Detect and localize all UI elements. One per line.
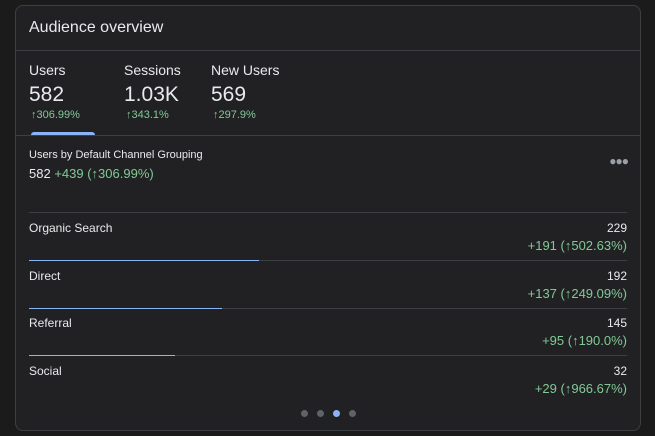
metric-change: ↑306.99% — [31, 109, 80, 121]
page-dot[interactable] — [332, 410, 340, 417]
metric-name[interactable]: Sessions — [124, 62, 181, 78]
channel-label: Social — [29, 364, 62, 379]
page-dot[interactable] — [300, 410, 308, 417]
divider — [16, 135, 640, 136]
metric-name[interactable]: New Users — [211, 62, 280, 78]
metric-name[interactable]: Users — [29, 62, 66, 78]
channel-change: +29 (↑966.67%) — [534, 381, 627, 397]
divider — [29, 212, 627, 213]
channel-label: Direct — [29, 268, 61, 283]
breakdown-change: +439 (↑306.99%) — [54, 166, 154, 181]
channel-change: +191 (↑502.63%) — [527, 238, 627, 253]
breakdown-title: Users by Default Channel Grouping — [29, 149, 203, 161]
row-separator — [29, 307, 627, 309]
page-dot[interactable] — [316, 410, 324, 417]
metric-value: 1.03K — [124, 83, 179, 106]
channel-change: +137 (↑249.09%) — [527, 285, 627, 301]
card: Audience overview Users by Default Chann… — [15, 5, 641, 431]
card-title: Audience overview — [29, 19, 164, 36]
channel-value: 192 — [606, 268, 627, 283]
row-separator — [29, 355, 627, 357]
active-tab-indicator — [31, 132, 95, 136]
breakdown-summary: 582 +439 (↑306.99%) — [29, 166, 154, 181]
channel-label: Referral — [29, 316, 72, 331]
pagination — [16, 410, 640, 417]
more-menu[interactable]: ●●● — [609, 154, 629, 168]
divider — [16, 50, 640, 51]
channel-value: 145 — [606, 316, 627, 331]
channel-bar — [29, 307, 222, 309]
channel-value: 229 — [606, 221, 627, 235]
metric-value: 582 — [29, 83, 65, 106]
channel-bar — [29, 260, 259, 261]
channel-value: 32 — [613, 364, 627, 379]
channel-bar — [29, 355, 175, 357]
row-separator — [29, 260, 627, 261]
metric-change: ↑343.1% — [126, 109, 169, 121]
breakdown-total: 582 — [29, 166, 51, 181]
metric-value: 569 — [211, 83, 247, 106]
metric-change: ↑297.9% — [213, 109, 256, 121]
channel-label: Organic Search — [29, 221, 113, 235]
page-dot[interactable] — [348, 410, 356, 417]
channel-change: +95 (↑190.0%) — [542, 333, 627, 349]
